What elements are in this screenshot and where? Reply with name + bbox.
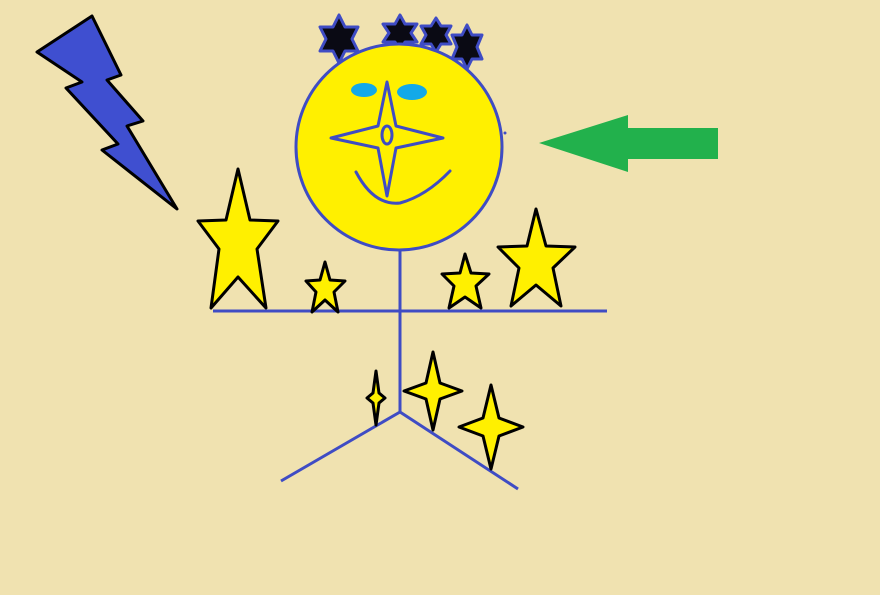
four-point-sparkle-icon	[365, 369, 387, 427]
nose-oval	[380, 124, 394, 146]
sun-face-icon	[294, 42, 507, 252]
left-arrow-icon	[539, 115, 718, 172]
four-point-sparkle-icon	[402, 350, 464, 432]
right-leg-line	[399, 410, 519, 491]
left-leg-line	[280, 410, 401, 483]
ear-dot	[503, 131, 507, 135]
five-point-star-icon	[496, 207, 577, 308]
smile-mouth	[354, 169, 452, 205]
five-point-star-icon	[304, 260, 347, 314]
stick-figure-body	[213, 246, 607, 491]
left-eye	[351, 83, 377, 97]
four-point-sparkle-icon	[457, 383, 525, 471]
five-point-star-icon	[440, 252, 491, 310]
lightning-bolt-icon	[35, 14, 179, 211]
yellow-star-group	[196, 167, 577, 314]
sparkle-group	[365, 350, 525, 471]
right-eye	[397, 84, 427, 100]
five-point-star-icon	[196, 167, 280, 310]
four-point-star-nose	[329, 80, 445, 198]
